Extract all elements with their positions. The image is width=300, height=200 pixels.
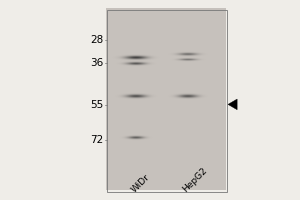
Text: 36: 36 — [90, 58, 104, 68]
Bar — [106, 10, 226, 192]
Bar — [111, 10, 160, 192]
Text: 28: 28 — [90, 35, 104, 45]
Text: WiDr: WiDr — [130, 172, 152, 194]
Bar — [106, 10, 226, 192]
Bar — [160, 10, 216, 192]
Text: HepG2: HepG2 — [181, 166, 209, 194]
Text: 72: 72 — [90, 135, 104, 145]
Text: 55: 55 — [90, 100, 104, 110]
Polygon shape — [228, 99, 237, 110]
